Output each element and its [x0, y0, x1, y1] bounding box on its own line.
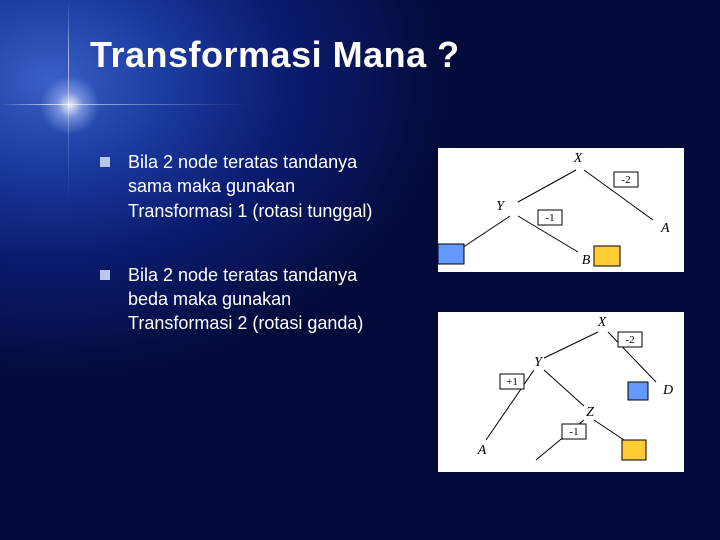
tree-diagram-1: -2 -1 X Y A B	[438, 148, 684, 272]
square-bullet-icon	[100, 157, 110, 167]
node-label: Y	[496, 199, 506, 214]
node-label: A	[477, 443, 487, 458]
balance-box: +1	[506, 376, 518, 388]
square-bullet-icon	[100, 270, 110, 280]
bullet-list: Bila 2 node teratas tandanya sama maka g…	[100, 150, 390, 376]
lens-flare-decoration	[40, 75, 100, 135]
balance-box: -1	[569, 426, 578, 438]
bullet-item: Bila 2 node teratas tandanya sama maka g…	[100, 150, 390, 223]
node-label: Z	[586, 405, 594, 420]
bullet-text: Bila 2 node teratas tandanya sama maka g…	[128, 150, 390, 223]
bullet-text: Bila 2 node teratas tandanya beda maka g…	[128, 263, 390, 336]
balance-box: -1	[545, 212, 554, 224]
flare-vertical-line	[68, 0, 69, 200]
balance-box: -2	[621, 174, 630, 186]
node-label: D	[662, 383, 673, 398]
balance-box: -2	[625, 334, 634, 346]
node-label: A	[660, 221, 670, 236]
bullet-item: Bila 2 node teratas tandanya beda maka g…	[100, 263, 390, 336]
node-label: X	[597, 315, 607, 330]
flare-horizontal-line	[0, 104, 250, 105]
node-label: B	[582, 253, 591, 268]
node-label: Y	[534, 355, 544, 370]
node-label: X	[573, 151, 583, 166]
slide-title: Transformasi Mana ?	[90, 34, 460, 76]
tree-diagram-2: -2 +1 -1 X Y D Z A	[438, 312, 684, 472]
